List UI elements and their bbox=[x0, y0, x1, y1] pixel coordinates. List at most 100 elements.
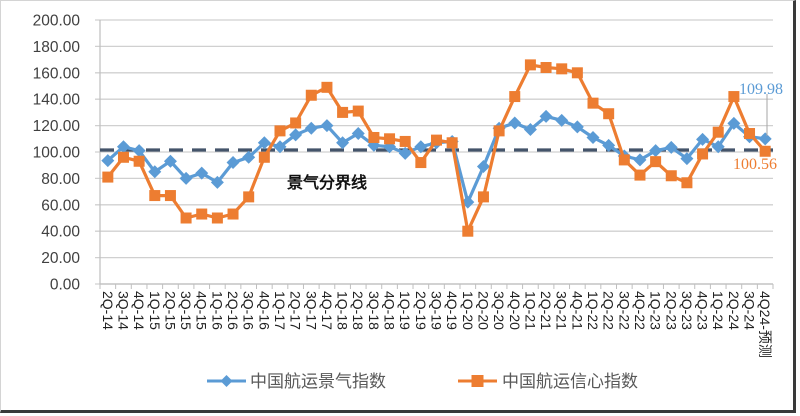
x-tick-label: 3Q-23 bbox=[679, 291, 695, 330]
data-point bbox=[712, 126, 724, 138]
data-point bbox=[633, 153, 647, 167]
data-point bbox=[289, 128, 303, 142]
y-tick-label: 180.00 bbox=[33, 39, 81, 56]
data-point bbox=[243, 191, 255, 203]
data-point bbox=[133, 155, 145, 167]
data-point bbox=[431, 134, 442, 146]
data-point bbox=[618, 154, 630, 166]
data-point bbox=[258, 151, 270, 163]
x-tick-label: 2Q-22 bbox=[601, 291, 617, 330]
data-point bbox=[352, 105, 364, 117]
x-tick-label: 4Q-23 bbox=[695, 291, 711, 330]
data-point bbox=[680, 152, 694, 166]
data-point bbox=[697, 148, 709, 160]
y-tick-label: 40.00 bbox=[41, 224, 80, 241]
series-prosperity-index bbox=[101, 109, 772, 209]
x-tick-label: 4Q-22 bbox=[632, 291, 648, 330]
data-point bbox=[274, 125, 286, 137]
data-point bbox=[320, 119, 334, 133]
data-point bbox=[570, 120, 584, 134]
data-point bbox=[696, 132, 710, 146]
data-point bbox=[290, 117, 302, 129]
data-point bbox=[415, 157, 427, 169]
x-tick-label: 3Q-18 bbox=[366, 291, 382, 330]
x-tick-label: 1Q-15 bbox=[147, 291, 163, 330]
data-point bbox=[759, 145, 771, 157]
data-point bbox=[586, 130, 600, 144]
x-tick-label: 3Q-16 bbox=[241, 291, 257, 330]
x-tick-label: 1Q-18 bbox=[335, 291, 351, 330]
data-point bbox=[211, 212, 223, 224]
series-confidence-index bbox=[102, 59, 771, 237]
x-tick-label: 2Q-21 bbox=[538, 291, 554, 330]
x-tick-label: 4Q-19 bbox=[444, 291, 460, 330]
last-value-label-blue: 109.98 bbox=[739, 81, 783, 98]
data-point bbox=[727, 116, 741, 130]
data-point bbox=[368, 131, 380, 143]
data-point bbox=[744, 128, 756, 140]
legend-item-orange[interactable]: 中国航运信心指数 bbox=[458, 372, 638, 392]
data-point bbox=[539, 109, 553, 123]
x-tick-label: 4Q-15 bbox=[194, 291, 210, 330]
data-point bbox=[681, 177, 693, 189]
data-point bbox=[337, 106, 349, 118]
y-tick-label: 160.00 bbox=[33, 65, 81, 82]
data-point bbox=[351, 127, 365, 141]
x-tick-label: 4Q-14 bbox=[131, 291, 147, 330]
data-point bbox=[555, 113, 569, 127]
data-point bbox=[523, 123, 537, 137]
x-tick-label: 1Q-22 bbox=[585, 291, 601, 330]
data-point bbox=[196, 208, 208, 220]
x-tick-label: 3Q-14 bbox=[115, 291, 131, 330]
data-point bbox=[446, 137, 458, 149]
y-tick-label: 0.00 bbox=[50, 277, 81, 294]
data-point bbox=[665, 170, 677, 182]
x-tick-label: 3Q-21 bbox=[554, 291, 570, 330]
x-tick-label: 3Q-19 bbox=[429, 291, 445, 330]
data-point bbox=[210, 175, 224, 189]
data-point bbox=[336, 136, 350, 150]
data-point bbox=[509, 91, 521, 103]
data-point bbox=[602, 138, 616, 152]
data-point bbox=[540, 62, 552, 74]
x-tick-label: 3Q-15 bbox=[178, 291, 194, 330]
data-point bbox=[587, 97, 599, 109]
data-point bbox=[664, 140, 678, 154]
data-point bbox=[524, 59, 536, 71]
data-point bbox=[226, 156, 240, 170]
data-point bbox=[414, 140, 428, 154]
x-tick-label: 4Q-21 bbox=[569, 291, 585, 330]
data-point bbox=[304, 121, 318, 135]
data-point bbox=[649, 144, 663, 158]
x-tick-label: 2Q-20 bbox=[475, 291, 491, 330]
x-tick-label: 3Q-24 bbox=[742, 291, 758, 330]
data-point bbox=[102, 171, 114, 183]
data-point bbox=[650, 156, 662, 168]
x-tick-label: 1Q-20 bbox=[460, 291, 476, 330]
data-point bbox=[758, 132, 772, 146]
data-point bbox=[257, 136, 271, 150]
x-tick-label: 3Q-22 bbox=[616, 291, 632, 330]
data-point bbox=[603, 108, 615, 120]
x-tick-label: 1Q-21 bbox=[522, 291, 538, 330]
x-tick-label: 4Q-17 bbox=[319, 291, 335, 330]
data-point bbox=[462, 225, 474, 237]
x-tick-label: 3Q-20 bbox=[491, 291, 507, 330]
x-tick-label: 2Q-24 bbox=[726, 291, 742, 330]
data-point bbox=[227, 208, 239, 220]
square-marker-icon bbox=[471, 375, 484, 387]
series-line bbox=[106, 114, 766, 204]
data-point bbox=[163, 154, 177, 168]
data-point bbox=[571, 67, 583, 79]
data-point bbox=[508, 116, 522, 130]
data-point bbox=[149, 190, 161, 202]
legend-label-orange: 中国航运信心指数 bbox=[502, 372, 638, 392]
legend-item-blue[interactable]: 中国航运景气指数 bbox=[207, 372, 386, 392]
x-tick-label: 1Q-17 bbox=[272, 291, 288, 330]
x-tick-label: 2Q-14 bbox=[100, 291, 116, 330]
y-tick-label: 100.00 bbox=[33, 145, 81, 162]
data-point bbox=[164, 190, 176, 202]
x-tick-label: 2Q-15 bbox=[162, 291, 178, 330]
x-axis: 2Q-14 3Q-14 4Q-14 1Q-15 2Q-15 3Q-15 4Q-15 1Q-16… bbox=[99, 283, 774, 358]
